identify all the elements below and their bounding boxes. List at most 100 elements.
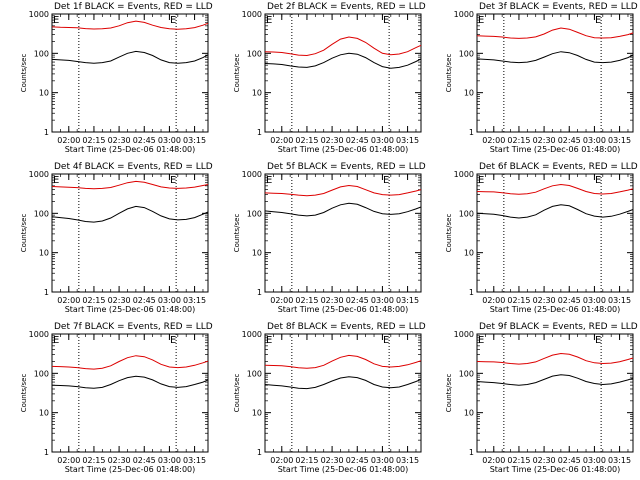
lld-rate-line <box>51 180 209 190</box>
x-tick-label: 02:15 <box>507 136 530 145</box>
x-axis-label: Start Time (25-Dec-06 01:48:00) <box>490 145 621 154</box>
events-rate-line <box>264 202 422 217</box>
y-tick-label: 1000 <box>454 10 474 19</box>
x-tick-label: 02:30 <box>108 136 131 145</box>
x-tick-label: 02:15 <box>507 456 530 465</box>
x-tick-label: 03:00 <box>371 136 394 145</box>
lld-rate-line <box>476 183 634 195</box>
x-tick-label: 03:15 <box>608 456 631 465</box>
panel-title: Det 6f BLACK = Events, RED = LLD <box>479 162 638 172</box>
y-axis-label: Counts/sec <box>20 214 28 253</box>
x-tick-label: 02:45 <box>558 136 581 145</box>
x-axis-label: Start Time (25-Dec-06 01:48:00) <box>278 465 409 474</box>
events-rate-line <box>51 50 209 64</box>
plot-frame <box>51 13 209 133</box>
x-tick-label: 03:00 <box>583 136 606 145</box>
event-flag-label: E <box>53 175 59 186</box>
y-tick-label: 1 <box>257 128 262 137</box>
x-tick-label: 03:00 <box>371 456 394 465</box>
event-flag-label: E <box>170 335 176 346</box>
y-tick-label: 10 <box>252 409 262 418</box>
plot-frame <box>51 333 209 453</box>
x-tick-label: 03:00 <box>583 456 606 465</box>
event-flag-label: E <box>478 335 484 346</box>
y-tick-label: 100 <box>34 369 49 378</box>
x-tick-label: 02:00 <box>57 456 80 465</box>
x-tick-label: 03:00 <box>158 296 181 305</box>
y-tick-label: 1 <box>469 128 474 137</box>
x-axis-label: Start Time (25-Dec-06 01:48:00) <box>278 145 409 154</box>
x-tick-label: 02:15 <box>295 456 318 465</box>
x-tick-label: 02:00 <box>270 456 293 465</box>
plot-frame <box>264 173 422 293</box>
y-tick-label: 1 <box>44 448 49 457</box>
x-tick-label: 02:30 <box>108 456 131 465</box>
x-tick-label: 02:00 <box>482 136 505 145</box>
x-axis-label: Start Time (25-Dec-06 01:48:00) <box>490 465 621 474</box>
x-tick-label: 02:30 <box>533 296 556 305</box>
panel-title: Det 2f BLACK = Events, RED = LLD <box>267 2 426 12</box>
y-tick-label: 1000 <box>29 10 49 19</box>
y-axis-label: Counts/sec <box>20 54 28 93</box>
y-tick-label: 1 <box>44 288 49 297</box>
y-tick-label: 1 <box>257 448 262 457</box>
events-rate-line <box>476 204 634 219</box>
lld-rate-line <box>51 355 209 370</box>
x-tick-label: 02:15 <box>82 456 105 465</box>
detector-panel: Det 3f BLACK = Events, RED = LLD 1 10 100 10… <box>445 2 638 154</box>
x-tick-label: 03:15 <box>608 296 631 305</box>
y-tick-label: 100 <box>247 369 262 378</box>
event-flag-label: E <box>170 15 176 26</box>
events-rate-line <box>51 205 209 223</box>
x-tick-label: 02:45 <box>558 456 581 465</box>
x-tick-label: 03:00 <box>371 296 394 305</box>
events-rate-line <box>264 52 422 69</box>
event-flag-label: E <box>595 15 601 26</box>
y-tick-label: 100 <box>34 49 49 58</box>
detector-panel: Det 5f BLACK = Events, RED = LLD 1 10 100 10… <box>233 162 426 314</box>
x-tick-label: 02:45 <box>133 296 156 305</box>
y-tick-label: 100 <box>247 209 262 218</box>
panel-title: Det 4f BLACK = Events, RED = LLD <box>54 162 213 172</box>
x-tick-label: 02:15 <box>295 136 318 145</box>
x-tick-label: 03:00 <box>158 136 181 145</box>
y-tick-label: 1 <box>257 288 262 297</box>
panel-title: Det 1f BLACK = Events, RED = LLD <box>54 2 213 12</box>
x-tick-label: 02:00 <box>482 456 505 465</box>
x-tick-label: 02:30 <box>533 136 556 145</box>
x-tick-label: 02:30 <box>533 456 556 465</box>
x-tick-label: 03:15 <box>396 456 419 465</box>
y-tick-label: 10 <box>464 409 474 418</box>
x-tick-label: 02:15 <box>82 296 105 305</box>
detector-panel: Det 8f BLACK = Events, RED = LLD 1 10 100 10… <box>233 322 426 474</box>
lld-rate-line <box>264 184 422 197</box>
x-axis-label: Start Time (25-Dec-06 01:48:00) <box>65 465 196 474</box>
y-tick-label: 10 <box>39 249 49 258</box>
y-tick-label: 100 <box>34 209 49 218</box>
y-tick-label: 1000 <box>242 170 262 179</box>
x-axis-label: Start Time (25-Dec-06 01:48:00) <box>65 305 196 314</box>
x-tick-label: 02:45 <box>558 296 581 305</box>
panel-title: Det 8f BLACK = Events, RED = LLD <box>267 322 426 332</box>
y-axis-label: Counts/sec <box>233 214 241 253</box>
y-tick-label: 10 <box>39 89 49 98</box>
event-flag-label: E <box>383 15 389 26</box>
x-axis-label: Start Time (25-Dec-06 01:48:00) <box>65 145 196 154</box>
events-rate-line <box>51 375 209 389</box>
y-axis-label: Counts/sec <box>20 374 28 413</box>
detector-panel: Det 1f BLACK = Events, RED = LLD 1 10 100 10… <box>20 2 213 154</box>
detector-panel: Det 4f BLACK = Events, RED = LLD 1 10 100 10… <box>20 162 213 314</box>
y-tick-label: 100 <box>459 49 474 58</box>
y-tick-label: 10 <box>252 89 262 98</box>
x-tick-label: 02:45 <box>346 456 369 465</box>
event-flag-label: E <box>266 15 272 26</box>
x-axis-label: Start Time (25-Dec-06 01:48:00) <box>490 305 621 314</box>
event-flag-label: E <box>266 335 272 346</box>
panel-title: Det 9f BLACK = Events, RED = LLD <box>479 322 638 332</box>
plot-frame <box>264 13 422 133</box>
plot-frame <box>476 173 634 293</box>
x-tick-label: 02:45 <box>133 136 156 145</box>
x-tick-label: 03:15 <box>183 456 206 465</box>
x-axis-label: Start Time (25-Dec-06 01:48:00) <box>278 305 409 314</box>
